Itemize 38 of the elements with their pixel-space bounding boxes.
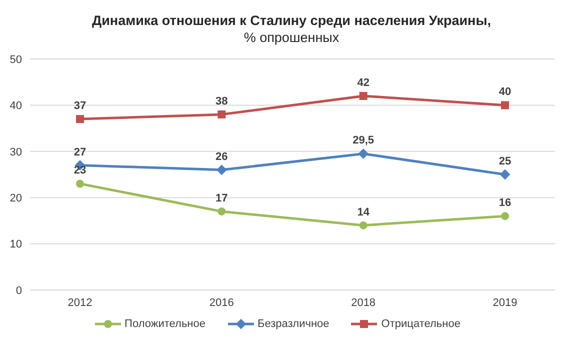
y-tick-label: 50 — [10, 54, 22, 66]
y-tick-label: 40 — [10, 100, 22, 112]
point — [501, 212, 509, 220]
data-label: 37 — [74, 100, 86, 112]
x-tick-label: 2018 — [351, 296, 376, 309]
chart-subtitle: % опрошенных — [242, 29, 340, 46]
point — [500, 170, 510, 180]
x-tick-label: 2019 — [492, 296, 518, 309]
point — [218, 207, 226, 216]
x-tick-label: 2016 — [209, 296, 234, 309]
point — [359, 92, 368, 100]
data-label: 16 — [498, 197, 512, 210]
point — [76, 115, 84, 124]
legend-label: Отрицательное — [381, 318, 460, 330]
point — [218, 110, 226, 118]
data-label: 40 — [498, 86, 512, 98]
point — [359, 221, 368, 230]
data-label: 26 — [216, 150, 228, 163]
data-label: 42 — [357, 76, 370, 89]
point — [358, 148, 368, 159]
legend-label: Безразличное — [258, 318, 330, 330]
data-label: 29,5 — [352, 134, 374, 147]
data-label: 27 — [74, 146, 86, 158]
y-tick-label: 0 — [16, 284, 22, 297]
data-label: 17 — [216, 192, 228, 204]
point — [216, 164, 227, 175]
data-label: 38 — [216, 95, 228, 108]
x-tick-label: 2012 — [68, 296, 92, 309]
point — [76, 180, 84, 188]
data-label: 25 — [498, 156, 512, 168]
data-label: 14 — [357, 206, 370, 218]
y-tick-label: 20 — [10, 192, 22, 205]
point — [501, 101, 509, 110]
y-tick-label: 10 — [10, 238, 22, 251]
y-tick-label: 30 — [10, 146, 22, 158]
data-label: 23 — [74, 164, 86, 177]
legend-label: Положительное — [124, 318, 206, 330]
chart-title: Динамика отношения к Сталину среди населения Украины, — [91, 12, 492, 29]
